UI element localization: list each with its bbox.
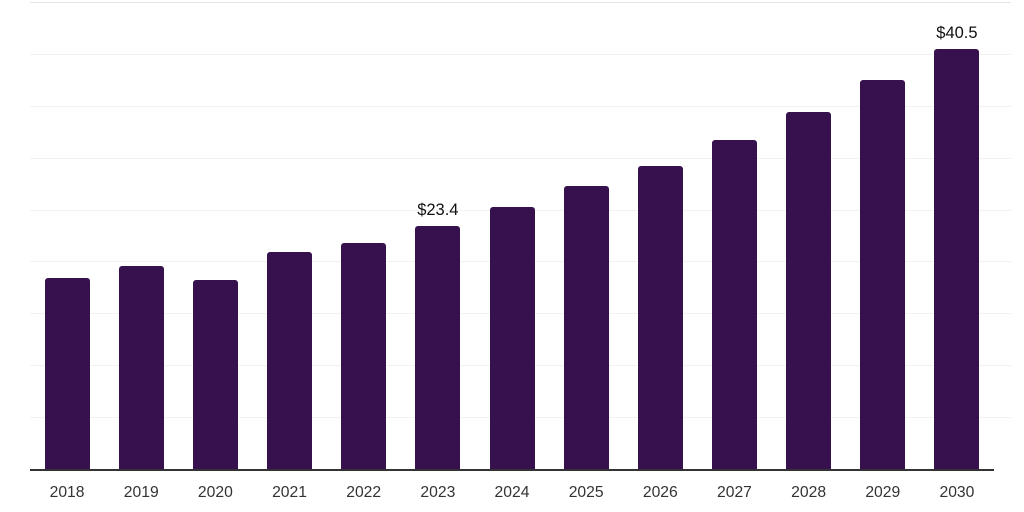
x-tick-2022: 2022 bbox=[346, 484, 382, 501]
bar-2026 bbox=[637, 165, 683, 469]
x-tick-2029: 2029 bbox=[865, 484, 901, 501]
gridline-45 bbox=[30, 2, 1011, 3]
x-tick-2030: 2030 bbox=[939, 484, 975, 501]
bar-2030 bbox=[934, 48, 980, 469]
x-tick-2020: 2020 bbox=[197, 484, 233, 501]
bar-2027 bbox=[711, 140, 757, 469]
bar-value-label-2023: $23.4 bbox=[417, 201, 459, 220]
bar-2025 bbox=[563, 185, 609, 469]
x-tick-2023: 2023 bbox=[420, 484, 456, 501]
x-tick-2018: 2018 bbox=[49, 484, 85, 501]
x-axis-line bbox=[30, 469, 994, 471]
bar-2028 bbox=[786, 112, 832, 469]
bar-2023 bbox=[415, 226, 461, 469]
x-tick-2024: 2024 bbox=[494, 484, 530, 501]
gridline-30 bbox=[30, 157, 1011, 159]
bar-2019 bbox=[118, 265, 164, 469]
x-tick-2019: 2019 bbox=[123, 484, 159, 501]
bar-2021 bbox=[267, 252, 313, 469]
x-tick-2028: 2028 bbox=[791, 484, 827, 501]
bar-2022 bbox=[341, 242, 387, 469]
x-tick-2025: 2025 bbox=[568, 484, 604, 501]
x-tick-2026: 2026 bbox=[642, 484, 678, 501]
gridline-35 bbox=[30, 105, 1011, 107]
bar-2024 bbox=[489, 207, 535, 469]
gridline-40 bbox=[30, 53, 1011, 55]
x-tick-2027: 2027 bbox=[717, 484, 752, 501]
bar-value-label-2030: $40.5 bbox=[936, 23, 978, 42]
x-tick-2021: 2021 bbox=[272, 484, 307, 501]
bar-2020 bbox=[192, 280, 238, 469]
bar-2029 bbox=[860, 79, 906, 469]
bar-2018 bbox=[44, 278, 90, 469]
